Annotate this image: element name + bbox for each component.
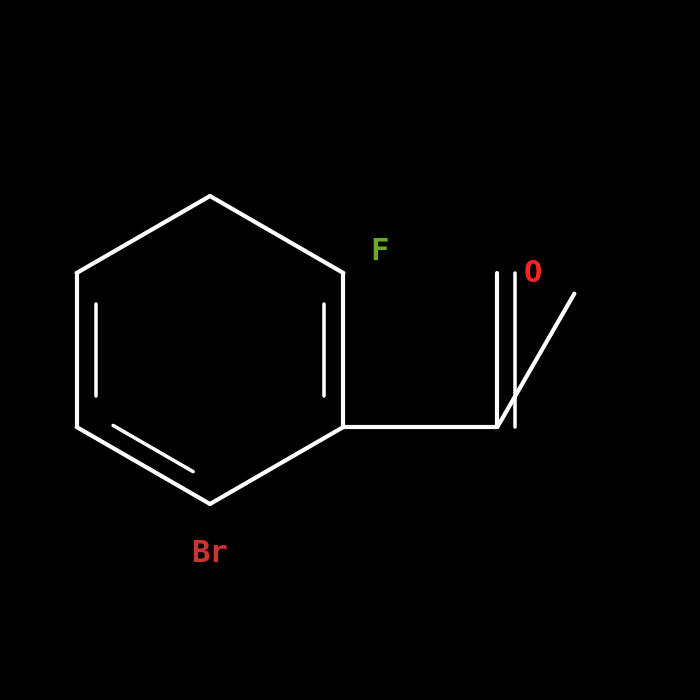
- Text: Br: Br: [192, 538, 228, 568]
- Text: O: O: [523, 258, 542, 288]
- Text: F: F: [370, 237, 389, 267]
